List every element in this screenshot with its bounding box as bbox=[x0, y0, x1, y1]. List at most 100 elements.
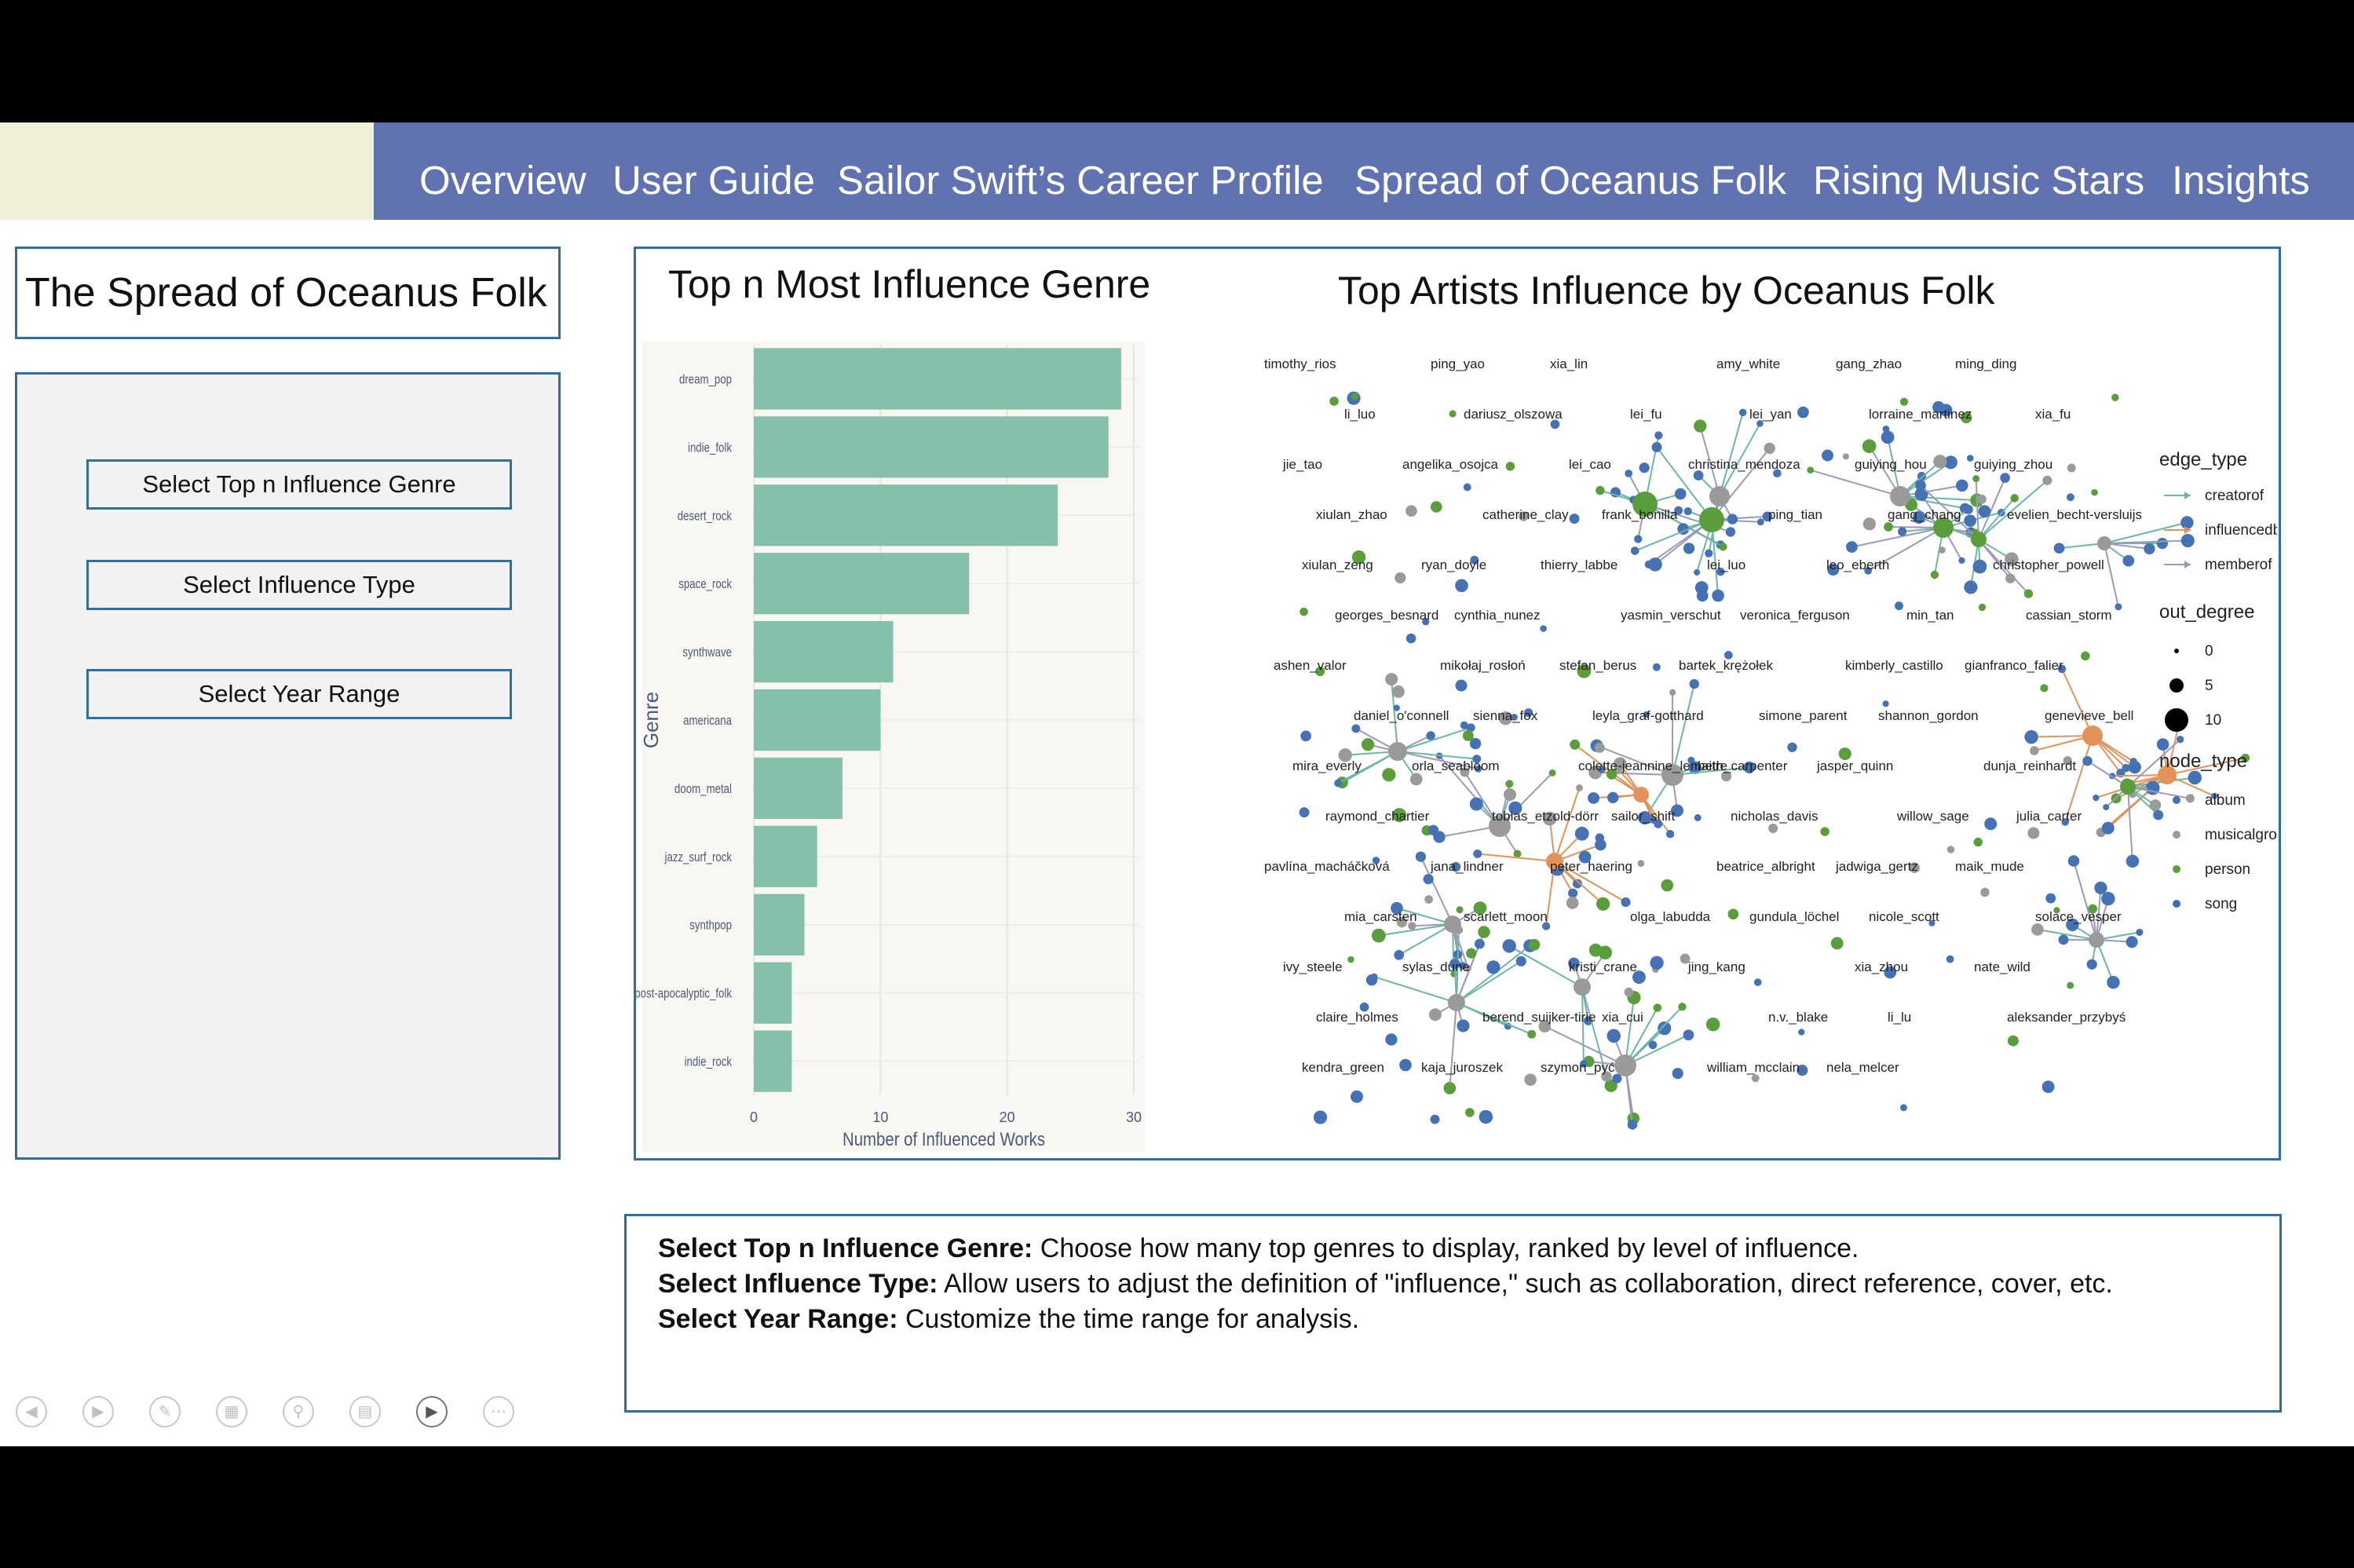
network-node bbox=[1382, 768, 1396, 782]
page-title: The Spread of Oceanus Folk bbox=[25, 270, 547, 316]
x-axis-label: Number of Influenced Works bbox=[843, 1128, 1045, 1150]
network-edge bbox=[2073, 861, 2097, 941]
network-node-label: lorraine_martinez bbox=[1869, 407, 1972, 422]
network-node bbox=[1964, 514, 1976, 528]
network-node bbox=[1598, 766, 1606, 773]
network-edge bbox=[1672, 683, 1695, 776]
network-node bbox=[1394, 572, 1406, 584]
network-node bbox=[1946, 846, 1955, 853]
network-node bbox=[1884, 966, 1897, 979]
network-node bbox=[2103, 804, 2110, 811]
nav-insights[interactable]: Insights bbox=[2172, 158, 2310, 203]
network-node bbox=[1827, 564, 1840, 576]
network-edge bbox=[1581, 986, 1585, 1064]
network-edge bbox=[2127, 786, 2191, 799]
network-hub-node bbox=[1632, 492, 1658, 517]
y-tick-label: dream_pop bbox=[679, 372, 732, 387]
network-node bbox=[1456, 906, 1464, 914]
prev-icon[interactable]: ◀ bbox=[16, 1396, 47, 1427]
network-node bbox=[1511, 714, 1518, 721]
network-node bbox=[1338, 748, 1352, 762]
network-node-label: lei_cao bbox=[1569, 457, 1611, 472]
genre-bar-chart: dream_pop indie_folk desert_rock space_rock… bbox=[636, 342, 1145, 1152]
network-node-label: nicholas_davis bbox=[1731, 809, 1819, 824]
network-node bbox=[2115, 603, 2122, 611]
network-edge bbox=[1625, 1006, 1683, 1066]
network-node-label: ping_tian bbox=[1768, 507, 1822, 522]
network-node bbox=[1634, 535, 1643, 543]
nav-user-guide[interactable]: User Guide bbox=[612, 158, 815, 203]
network-node bbox=[1428, 1008, 1442, 1022]
pen-icon[interactable]: ✎ bbox=[149, 1396, 181, 1427]
network-node-label: claire_holmes bbox=[1316, 1010, 1398, 1025]
network-node-label: maik_mude bbox=[1955, 859, 2024, 874]
network-node bbox=[1472, 755, 1482, 764]
network-node bbox=[1973, 837, 1983, 847]
network-edge bbox=[1378, 923, 1453, 937]
select-influence-type-button[interactable]: Select Influence Type bbox=[86, 560, 512, 610]
next-icon[interactable]: ▶ bbox=[82, 1396, 114, 1427]
network-node-label: frank_bonilla bbox=[1602, 507, 1678, 522]
more-icon[interactable]: ⋯ bbox=[483, 1396, 514, 1427]
network-node bbox=[1479, 1109, 1493, 1124]
network-edge bbox=[1634, 519, 1712, 552]
network-node-label: william_mcclain bbox=[1706, 1060, 1800, 1075]
network-hub-node bbox=[1890, 486, 1910, 506]
network-node bbox=[1751, 1074, 1760, 1083]
network-node bbox=[1946, 955, 1954, 963]
legend-node-label: song bbox=[2205, 896, 2237, 912]
network-node-label: amy_white bbox=[1716, 359, 1780, 371]
network-edge bbox=[2127, 738, 2181, 788]
network-node bbox=[1550, 419, 1560, 429]
network-hub-node bbox=[1489, 815, 1511, 837]
network-node-label: ming_ding bbox=[1955, 359, 2016, 371]
network-node-label: sienna_fox bbox=[1473, 708, 1538, 723]
network-node bbox=[1963, 504, 1973, 514]
network-edge bbox=[1397, 726, 1471, 752]
network-edge bbox=[1449, 1002, 1457, 1088]
network-edge bbox=[2104, 543, 2119, 608]
network-node-label: ping_yao bbox=[1431, 359, 1485, 371]
network-node bbox=[2061, 818, 2069, 826]
network-edge bbox=[1625, 1034, 1689, 1066]
network-node-label: dariusz_olszowa bbox=[1464, 407, 1563, 422]
network-hub-node bbox=[1574, 978, 1591, 996]
x-tick-label: 30 bbox=[1126, 1109, 1142, 1125]
network-node bbox=[1842, 453, 1849, 460]
network-node bbox=[1347, 956, 1354, 963]
network-node bbox=[1607, 791, 1619, 804]
network-node bbox=[1470, 555, 1479, 565]
network-node-label: gianfranco_falier bbox=[1965, 658, 2063, 673]
network-node bbox=[1524, 708, 1533, 718]
network-node bbox=[1458, 962, 1467, 970]
nav-overview[interactable]: Overview bbox=[419, 158, 587, 203]
bar-desert_rock bbox=[754, 484, 1058, 546]
network-node-label: bartek_krężołek bbox=[1679, 658, 1774, 673]
network-node bbox=[1972, 559, 1987, 574]
zoom-icon[interactable]: ⚲ bbox=[283, 1396, 314, 1427]
slides-icon[interactable]: ▦ bbox=[216, 1396, 247, 1427]
camera-icon[interactable]: ▶ bbox=[416, 1396, 448, 1427]
subtitles-icon[interactable]: ▤ bbox=[349, 1396, 381, 1427]
select-top-n-genre-button[interactable]: Select Top n Influence Genre bbox=[86, 459, 512, 510]
network-edge bbox=[1719, 422, 1761, 497]
network-edge bbox=[2104, 543, 2150, 550]
select-year-range-button[interactable]: Select Year Range bbox=[86, 669, 512, 719]
network-node bbox=[1966, 455, 1974, 462]
network-node bbox=[1687, 756, 1695, 764]
network-node bbox=[1502, 939, 1516, 953]
y-tick-label: americana bbox=[683, 714, 732, 729]
network-node bbox=[2023, 589, 2034, 598]
nav-spread-oceanus-folk[interactable]: Spread of Oceanus Folk bbox=[1354, 158, 1786, 203]
network-edge bbox=[1711, 448, 1771, 521]
network-node-label: lei_yan bbox=[1749, 407, 1792, 422]
network-node bbox=[1613, 757, 1627, 771]
nav-rising-music-stars[interactable]: Rising Music Stars bbox=[1813, 158, 2145, 203]
legend-size-swatch bbox=[2169, 678, 2184, 693]
network-node bbox=[1980, 887, 1990, 897]
network-node bbox=[1574, 826, 1589, 841]
network-node bbox=[1669, 689, 1676, 696]
nav-career-profile[interactable]: Sailor Swift’s Career Profile bbox=[837, 158, 1324, 203]
network-node bbox=[1943, 455, 1957, 470]
network-node bbox=[2024, 729, 2038, 744]
